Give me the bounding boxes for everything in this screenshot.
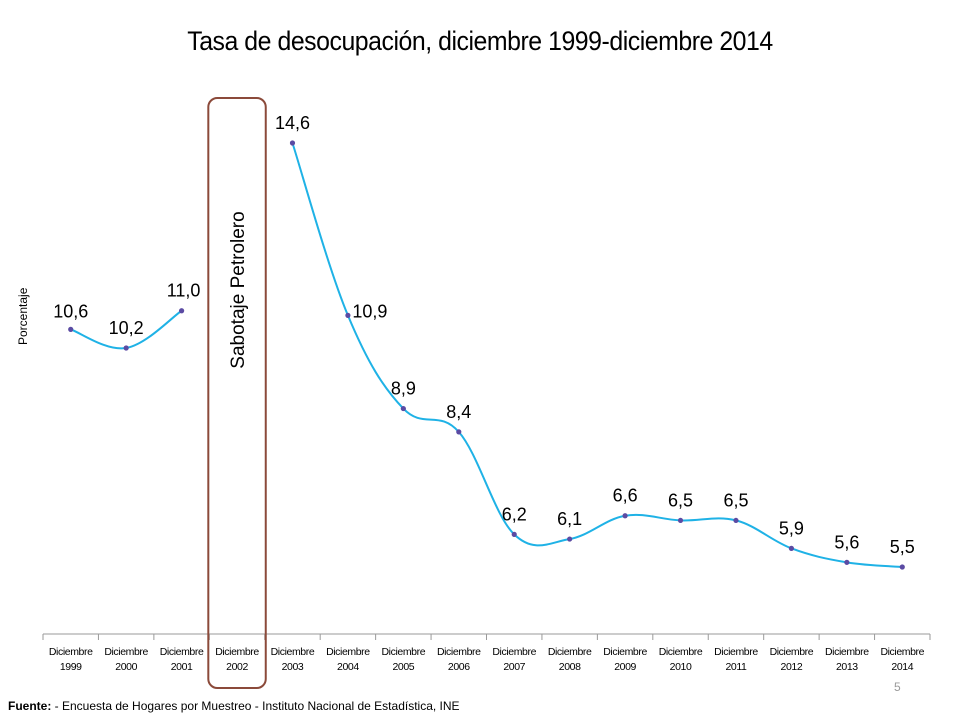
data-point — [567, 536, 573, 542]
data-label: 5,5 — [890, 537, 915, 557]
x-tick-label: Diciembre 2012 — [770, 646, 814, 673]
data-point — [400, 405, 406, 412]
data-point — [622, 513, 628, 519]
data-point — [456, 429, 462, 435]
data-point — [677, 517, 684, 524]
x-tick-label: Diciembre 2007 — [492, 646, 536, 673]
data-label: 10,9 — [352, 301, 387, 321]
data-label: 6,2 — [502, 504, 527, 524]
data-label: 5,6 — [834, 532, 859, 552]
data-label: 10,6 — [53, 301, 88, 321]
x-tick-label: Diciembre 2004 — [326, 646, 370, 673]
x-tick-label: Diciembre 2001 — [160, 646, 204, 673]
data-point — [123, 345, 129, 351]
x-tick-label: Diciembre 2005 — [382, 646, 426, 673]
chart-title: Tasa de desocupación, diciembre 1999-dic… — [187, 26, 773, 56]
page-number: 5 — [894, 680, 901, 694]
data-point — [68, 326, 74, 332]
data-point — [289, 140, 296, 146]
source-footer: Fuente: - Encuesta de Hogares por Muestr… — [8, 699, 460, 713]
x-tick-label: Diciembre 2013 — [825, 646, 869, 673]
data-label: 6,1 — [557, 509, 582, 529]
data-label: 6,5 — [668, 490, 693, 510]
series-line — [291, 142, 903, 568]
data-point — [899, 564, 905, 570]
data-label: 8,4 — [446, 402, 471, 422]
source-text: - Encuesta de Hogares por Muestreo - Ins… — [51, 699, 460, 713]
data-point — [844, 559, 850, 565]
data-point — [788, 545, 795, 551]
data-point — [178, 308, 185, 314]
x-tick-label: Diciembre 2008 — [548, 646, 592, 673]
x-tick-label: Diciembre 2010 — [659, 646, 703, 673]
x-tick-label: Diciembre 2011 — [714, 646, 758, 673]
x-tick-label: Diciembre 2002 — [215, 646, 259, 673]
annotation-label: Sabotaje Petrolero — [228, 211, 249, 368]
x-tick-label: Diciembre 2000 — [104, 646, 148, 673]
source-label: Fuente: — [8, 699, 52, 713]
x-tick-label: Diciembre 2014 — [880, 646, 924, 673]
annotation-box — [207, 97, 267, 689]
data-point — [345, 312, 351, 318]
data-label: 8,9 — [391, 379, 416, 399]
data-label: 14,6 — [275, 113, 310, 133]
x-tick-label: Diciembre 1999 — [49, 646, 93, 673]
data-label: 5,9 — [779, 518, 804, 538]
data-point — [733, 517, 739, 524]
x-tick-label: Diciembre 2006 — [437, 646, 481, 673]
data-label: 6,6 — [613, 486, 638, 506]
data-point — [511, 531, 517, 537]
data-label: 11,0 — [167, 281, 201, 301]
x-tick-label: Diciembre 2009 — [603, 646, 647, 673]
data-label: 10,2 — [109, 318, 144, 338]
data-label: 6,5 — [723, 490, 748, 510]
x-tick-label: Diciembre 2003 — [271, 646, 315, 673]
